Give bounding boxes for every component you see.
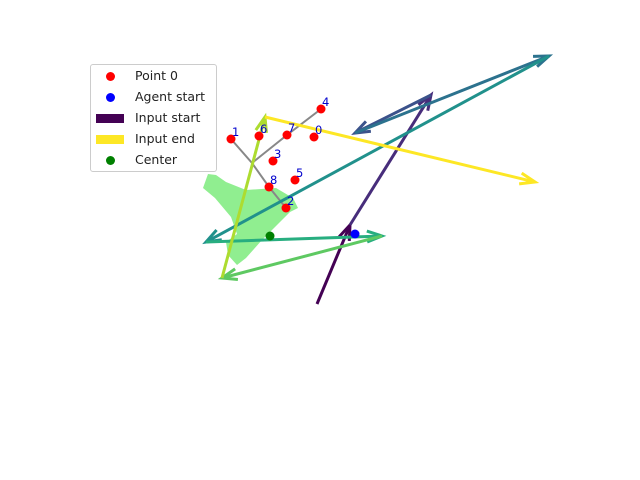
point-1 xyxy=(226,134,236,144)
input-arrow-3 xyxy=(354,55,547,135)
legend-marker xyxy=(106,72,115,81)
point-8 xyxy=(264,182,274,192)
point-5 xyxy=(290,175,300,185)
input-arrow-head-8 xyxy=(518,171,540,186)
legend: Point 0 Agent start Input start Input en… xyxy=(90,64,217,172)
center-marker xyxy=(265,231,275,241)
legend-item-input-start: Input start xyxy=(91,109,218,127)
point-6 xyxy=(254,131,264,141)
point-3 xyxy=(268,156,278,166)
point-label-8: 8 xyxy=(270,173,277,187)
input-arrow-8 xyxy=(264,115,533,183)
legend-item-center: Center xyxy=(91,151,218,169)
legend-marker xyxy=(96,114,124,123)
point-label-0: 0 xyxy=(315,123,322,137)
legend-marker xyxy=(96,135,124,144)
point-label-7: 7 xyxy=(288,121,295,135)
point-4 xyxy=(316,104,326,114)
point-2 xyxy=(281,203,291,213)
point-label-3: 3 xyxy=(274,147,281,161)
point-label-4: 4 xyxy=(322,95,329,109)
input-arrow-4 xyxy=(207,54,550,242)
legend-marker xyxy=(106,156,115,165)
input-arrow-7 xyxy=(220,119,266,279)
legend-label: Input end xyxy=(135,131,195,146)
point-label-2: 2 xyxy=(287,194,294,208)
input-arrow-6 xyxy=(224,234,383,279)
point-7 xyxy=(282,130,292,140)
point-label-6: 6 xyxy=(260,122,267,136)
legend-item-input-end: Input end xyxy=(91,130,218,148)
legend-label: Point 0 xyxy=(135,68,178,83)
legend-label: Center xyxy=(135,152,178,167)
legend-label: Input start xyxy=(135,110,201,125)
legend-item-agent-start: Agent start xyxy=(91,88,218,106)
input-arrow-1 xyxy=(348,96,431,226)
input-arrow-5 xyxy=(205,234,380,244)
point-label-1: 1 xyxy=(232,125,239,139)
point-0 xyxy=(309,132,319,142)
legend-label: Agent start xyxy=(135,89,206,104)
legend-marker xyxy=(106,93,115,102)
path-line-0 xyxy=(230,138,287,209)
agent-start-marker xyxy=(350,229,360,239)
input-arrow-0 xyxy=(315,227,351,305)
point-label-5: 5 xyxy=(296,166,303,180)
legend-item-point-0: Point 0 xyxy=(91,67,218,85)
